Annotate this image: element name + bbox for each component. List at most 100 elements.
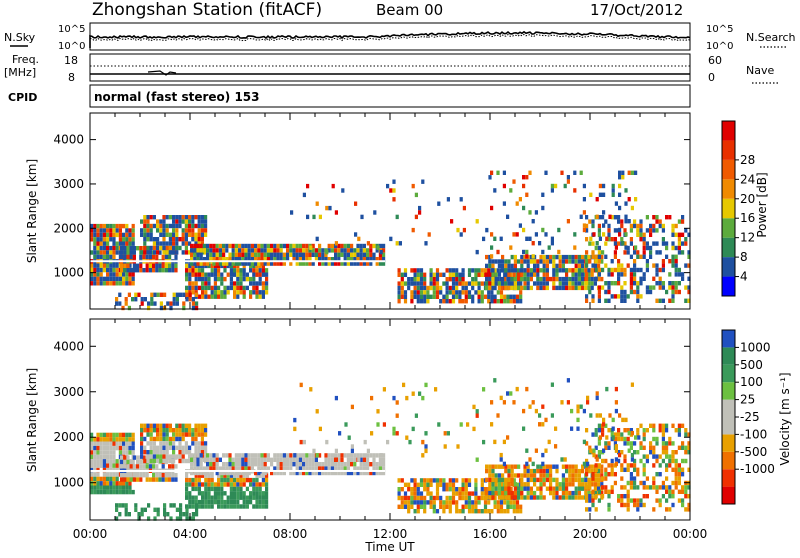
- power-cell: [585, 263, 589, 268]
- power-cell: [626, 294, 630, 299]
- velocity-cell: [142, 464, 146, 469]
- velocity-cell: [623, 454, 627, 459]
- velocity-cell: [96, 472, 100, 477]
- power-cell: [513, 268, 517, 273]
- power-cell: [496, 290, 500, 295]
- power-cell: [621, 175, 625, 180]
- velocity-cell: [620, 450, 624, 455]
- power-cell: [222, 248, 226, 253]
- power-cell: [623, 281, 627, 286]
- power-cell: [624, 214, 628, 219]
- power-cell: [194, 281, 198, 286]
- power-cell: [397, 294, 401, 299]
- velocity-cell: [474, 487, 478, 492]
- velocity-cell: [334, 462, 338, 467]
- velocity-cell: [350, 470, 354, 476]
- power-cell: [496, 299, 500, 304]
- velocity-cell: [168, 454, 172, 459]
- power-cell: [327, 248, 331, 253]
- velocity-cell: [555, 490, 559, 496]
- power-cell: [652, 215, 656, 220]
- velocity-cell: [520, 473, 524, 478]
- power-cell: [451, 268, 456, 273]
- power-cell: [346, 248, 350, 253]
- velocity-cell: [125, 445, 129, 451]
- velocity-cell: [539, 477, 543, 483]
- velocity-cell: [397, 478, 401, 483]
- power-cell: [525, 175, 529, 180]
- velocity-cell: [179, 503, 183, 508]
- velocity-cell: [655, 485, 659, 490]
- velocity-cell: [382, 453, 386, 458]
- power-cell: [581, 272, 585, 277]
- power-cell: [485, 281, 489, 286]
- power-cell: [504, 268, 508, 273]
- velocity-cell: [255, 495, 259, 500]
- power-cell: [539, 276, 543, 282]
- velocity-cell: [568, 490, 572, 496]
- velocity-cell: [645, 428, 649, 433]
- velocity-cell: [188, 423, 192, 428]
- velocity-cell: [574, 495, 578, 500]
- power-cell: [439, 285, 443, 291]
- power-cell: [504, 285, 508, 291]
- velocity-colorbar-tick-label: 25: [740, 393, 755, 407]
- velocity-cell: [209, 466, 213, 471]
- velocity-cell: [163, 507, 167, 512]
- power-cell: [623, 228, 627, 233]
- velocity-cell: [545, 486, 549, 491]
- velocity-cell: [171, 464, 175, 469]
- velocity-cell: [115, 432, 119, 438]
- velocity-cell: [90, 472, 94, 477]
- power-cell: [517, 276, 521, 282]
- power-cell: [536, 276, 540, 282]
- power-cell: [456, 227, 460, 233]
- velocity-cell: [577, 468, 581, 474]
- power-cell: [549, 254, 553, 260]
- power-cell: [608, 214, 612, 219]
- power-cell: [185, 272, 189, 277]
- velocity-cell: [178, 458, 182, 464]
- velocity-cell: [305, 457, 309, 462]
- power-cell: [585, 223, 589, 229]
- power-cell: [633, 223, 637, 229]
- velocity-cell: [266, 457, 270, 462]
- velocity-cell: [639, 502, 643, 508]
- colorbar-segment: [722, 399, 735, 417]
- velocity-cell: [539, 473, 543, 478]
- velocity-cell: [343, 470, 347, 476]
- power-cell: [162, 232, 166, 237]
- power-cell: [222, 252, 226, 257]
- velocity-cell: [482, 387, 486, 392]
- velocity-cell: [102, 445, 106, 451]
- power-cell: [558, 268, 562, 273]
- power-cell: [588, 241, 592, 246]
- velocity-cell: [668, 507, 672, 512]
- velocity-cell: [197, 432, 201, 437]
- velocity-cell: [99, 450, 103, 455]
- nsearch-label: N.Search: [746, 31, 796, 44]
- velocity-cell: [413, 500, 417, 505]
- velocity-cell: [595, 457, 599, 462]
- velocity-cell: [633, 485, 637, 490]
- power-cell: [124, 301, 128, 306]
- power-cell: [525, 254, 529, 259]
- velocity-cell: [252, 482, 256, 487]
- power-cell: [234, 257, 238, 262]
- power-cell: [565, 259, 569, 264]
- velocity-cell: [366, 470, 370, 476]
- power-cell: [201, 285, 205, 291]
- nsky-tick-high: 10^5: [58, 24, 85, 35]
- power-cell: [181, 237, 185, 242]
- power-cell: [652, 241, 656, 246]
- velocity-cell: [96, 445, 100, 451]
- velocity-cell: [541, 422, 545, 427]
- velocity-cell: [90, 459, 94, 464]
- velocity-cell: [312, 448, 316, 454]
- velocity-cell: [106, 485, 110, 490]
- y-tick-label: 4000: [53, 133, 84, 147]
- velocity-cell: [602, 422, 606, 427]
- velocity-cell: [538, 413, 542, 418]
- velocity-cell: [102, 437, 106, 442]
- velocity-cell: [123, 459, 127, 465]
